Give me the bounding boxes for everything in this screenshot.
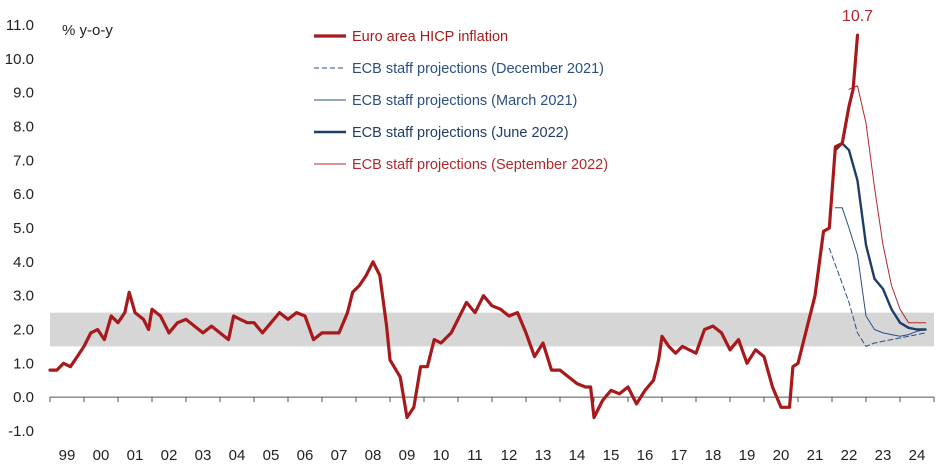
series-line-1 [828,247,926,347]
y-tick-label: 7.0 [13,152,34,169]
target-band [50,312,934,347]
x-tick-label: 04 [229,447,246,464]
x-tick-label: 00 [93,447,110,464]
legend-label-2: ECB staff projections (March 2021) [352,93,577,109]
peak-annotation: 10.7 [842,8,873,25]
x-tick-label: 15 [603,447,620,464]
x-tick-label: 99 [59,447,76,464]
series-line-4 [848,85,926,324]
x-tick-label: 17 [671,447,688,464]
x-tick-label: 08 [365,447,382,464]
series-line-0 [48,33,860,420]
y-tick-label: 3.0 [13,288,34,305]
x-tick-label: 24 [909,447,926,464]
x-tick-label: 06 [297,447,314,464]
legend-label-3: ECB staff projections (June 2022) [352,125,569,141]
y-tick-label: 5.0 [13,220,34,237]
series-line-3 [834,142,927,331]
x-tick-label: 19 [739,447,756,464]
y-tick-label: 6.0 [13,186,34,203]
x-tick-label: 10 [433,447,450,464]
y-tick-label: 1.0 [13,355,34,372]
x-tick-label: 12 [501,447,518,464]
x-tick-label: 13 [535,447,552,464]
x-tick-label: 01 [127,447,144,464]
x-tick-label: 20 [773,447,790,464]
series-line-2 [834,207,926,337]
y-tick-label: -1.0 [8,423,34,440]
y-axis: -1.0 0.0 1.0 2.0 3.0 4.0 5.0 6.0 7.0 8.0 9.0 10.0 11… [5,17,34,440]
x-tick-label: 21 [807,447,824,464]
y-tick-label: 11.0 [6,17,34,34]
x-tick-label: 05 [263,447,280,464]
y-tick-label: 4.0 [13,254,34,271]
x-axis: 99 00 01 02 03 04 05 06 07 08 09 10 11 12 13 14 15 16 17 18… [49,397,935,464]
y-tick-label: 2.0 [13,322,34,339]
y-tick-label: 8.0 [13,119,34,136]
y-tick-label: 10.0 [5,51,34,68]
x-tick-label: 07 [331,447,348,464]
legend-label-0: Euro area HICP inflation [352,29,508,45]
x-tick-label: 03 [195,447,212,464]
x-tick-label: 22 [841,447,858,464]
y-tick-label: 9.0 [13,85,34,102]
x-tick-label: 02 [161,447,178,464]
y-tick-label: 0.0 [13,389,34,406]
legend: Euro area HICP inflation ECB staff projec… [314,29,608,173]
x-tick-label: 09 [399,447,416,464]
y-axis-unit-label: % y-o-y [62,22,113,39]
series-layer [48,33,927,420]
x-tick-label: 11 [467,447,483,464]
legend-label-4: ECB staff projections (September 2022) [352,157,608,173]
x-tick-label: 16 [637,447,654,464]
x-tick-label: 23 [875,447,892,464]
x-tick-label: 18 [705,447,722,464]
x-tick-label: 14 [569,447,586,464]
legend-label-1: ECB staff projections (December 2021) [352,61,604,77]
